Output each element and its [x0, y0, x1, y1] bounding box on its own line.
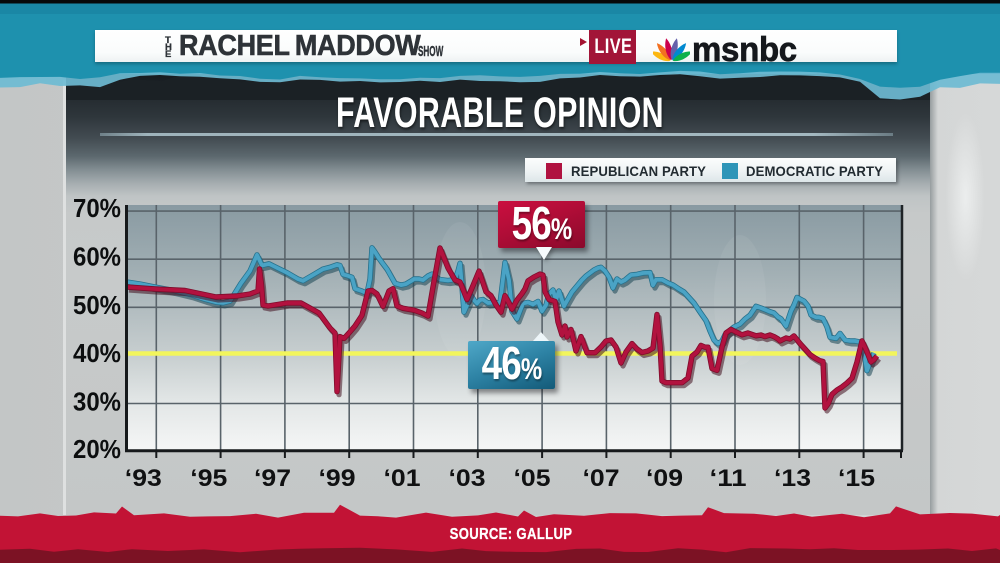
svg-text:‘01: ‘01 — [384, 465, 421, 492]
svg-text:‘09: ‘09 — [646, 465, 683, 492]
svg-text:50%: 50% — [73, 290, 121, 320]
svg-text:‘95: ‘95 — [190, 465, 227, 492]
svg-text:‘97: ‘97 — [254, 465, 291, 492]
svg-text:70%: 70% — [73, 193, 121, 223]
svg-text:‘03: ‘03 — [449, 465, 486, 492]
svg-text:‘07: ‘07 — [583, 465, 620, 492]
svg-text:30%: 30% — [73, 386, 121, 416]
svg-text:20%: 20% — [73, 434, 121, 464]
svg-text:‘99: ‘99 — [319, 465, 356, 492]
svg-text:‘05: ‘05 — [514, 465, 551, 492]
svg-text:40%: 40% — [73, 338, 121, 368]
svg-text:‘13: ‘13 — [774, 465, 811, 492]
svg-text:60%: 60% — [73, 241, 121, 271]
svg-text:‘15: ‘15 — [838, 465, 875, 492]
svg-text:‘11: ‘11 — [710, 465, 747, 492]
svg-text:‘93: ‘93 — [125, 465, 162, 492]
